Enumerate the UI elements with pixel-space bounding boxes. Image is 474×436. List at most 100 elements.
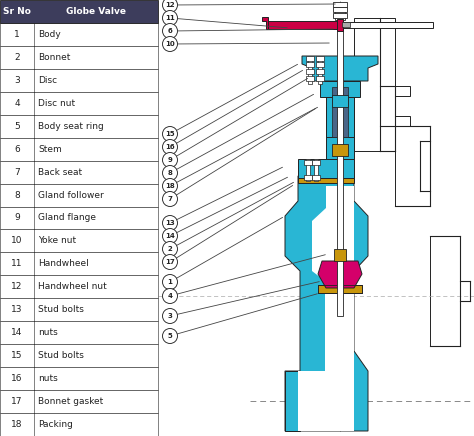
Text: 9: 9	[168, 157, 173, 163]
Bar	[316, 56, 324, 61]
Text: 5: 5	[14, 122, 20, 131]
Bar	[298, 178, 354, 183]
Text: Body: Body	[38, 30, 61, 39]
Text: 5: 5	[168, 333, 173, 339]
Text: Bonnet: Bonnet	[38, 53, 70, 62]
Text: 14: 14	[11, 328, 23, 337]
Bar	[335, 4, 345, 20]
Text: Yoke nut: Yoke nut	[38, 236, 76, 245]
Bar	[333, 2, 347, 7]
Bar	[337, 11, 343, 316]
Text: 1: 1	[168, 279, 173, 285]
Bar	[0, 23, 158, 46]
Bar	[326, 97, 354, 137]
Circle shape	[163, 289, 177, 303]
Bar	[0, 344, 158, 367]
Text: 6: 6	[168, 28, 173, 34]
Text: Stem: Stem	[38, 145, 62, 153]
Polygon shape	[354, 18, 395, 151]
Text: 10: 10	[11, 236, 23, 245]
Bar	[0, 207, 158, 229]
Bar	[316, 76, 324, 81]
Circle shape	[163, 242, 177, 256]
Bar	[158, 0, 474, 436]
Bar	[342, 22, 350, 27]
Bar	[312, 175, 320, 180]
Bar	[0, 367, 158, 390]
Text: 13: 13	[165, 220, 175, 226]
Text: 17: 17	[11, 397, 23, 406]
Text: 7: 7	[14, 167, 20, 177]
Circle shape	[163, 153, 177, 167]
Polygon shape	[395, 86, 410, 96]
Text: Disc: Disc	[38, 76, 57, 85]
Bar	[0, 0, 158, 23]
Text: 12: 12	[11, 283, 23, 291]
Text: 10: 10	[165, 41, 175, 47]
Text: nuts: nuts	[38, 328, 58, 337]
Bar	[0, 252, 158, 276]
Bar	[308, 56, 312, 84]
Bar	[306, 56, 314, 61]
Text: 16: 16	[165, 144, 175, 150]
Text: 8: 8	[14, 191, 20, 200]
Bar	[0, 69, 158, 92]
Circle shape	[163, 178, 177, 194]
Bar	[332, 95, 348, 107]
Polygon shape	[262, 17, 268, 29]
Bar	[304, 175, 312, 180]
Text: 13: 13	[11, 305, 23, 314]
Text: 16: 16	[11, 374, 23, 383]
Bar	[0, 92, 158, 115]
Bar	[306, 69, 314, 74]
Circle shape	[163, 10, 177, 25]
Text: 4: 4	[167, 293, 173, 299]
Text: 2: 2	[168, 246, 173, 252]
Bar	[298, 159, 354, 181]
Text: 18: 18	[11, 420, 23, 429]
Text: Gland flange: Gland flange	[38, 214, 96, 222]
Polygon shape	[302, 56, 378, 81]
Bar	[343, 22, 433, 28]
Bar	[0, 390, 158, 413]
Bar	[306, 159, 310, 181]
Text: 18: 18	[165, 183, 175, 189]
Bar	[0, 160, 158, 184]
Text: 8: 8	[168, 170, 173, 176]
Text: nuts: nuts	[38, 374, 58, 383]
Circle shape	[163, 37, 177, 51]
Bar	[0, 413, 158, 436]
Circle shape	[163, 215, 177, 231]
Bar	[314, 159, 318, 181]
Bar	[304, 160, 312, 165]
Text: Handwheel nut: Handwheel nut	[38, 283, 107, 291]
Text: 2: 2	[14, 53, 20, 62]
Polygon shape	[430, 236, 470, 346]
Bar	[312, 160, 320, 165]
Bar	[268, 21, 337, 29]
Text: 3: 3	[14, 76, 20, 85]
Text: 17: 17	[165, 259, 175, 265]
Circle shape	[163, 0, 177, 13]
Text: 6: 6	[14, 145, 20, 153]
Circle shape	[163, 228, 177, 243]
Bar	[0, 138, 158, 160]
Bar	[333, 7, 347, 12]
Circle shape	[163, 328, 177, 344]
Bar	[326, 107, 354, 159]
Text: 11: 11	[165, 15, 175, 21]
Text: 14: 14	[165, 233, 175, 239]
Bar	[0, 298, 158, 321]
Bar	[318, 285, 362, 293]
Bar	[285, 371, 300, 431]
Bar	[332, 144, 348, 156]
Text: 1: 1	[14, 30, 20, 39]
Text: Sr No: Sr No	[3, 7, 31, 16]
Bar	[380, 18, 395, 151]
Text: 9: 9	[14, 214, 20, 222]
Polygon shape	[285, 176, 368, 431]
Polygon shape	[312, 186, 354, 431]
Bar	[0, 229, 158, 252]
Text: 11: 11	[11, 259, 23, 269]
Circle shape	[163, 191, 177, 207]
